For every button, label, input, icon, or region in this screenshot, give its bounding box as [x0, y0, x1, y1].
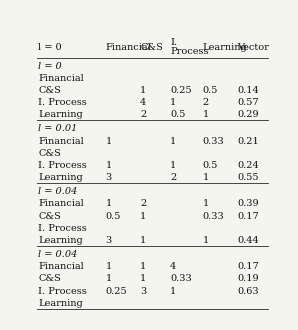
- Text: 0.24: 0.24: [237, 161, 259, 170]
- Text: 2: 2: [140, 111, 146, 119]
- Text: Financial: Financial: [38, 74, 84, 83]
- Text: Financial: Financial: [38, 199, 84, 209]
- Text: 0.33: 0.33: [202, 212, 224, 221]
- Text: 3: 3: [105, 236, 112, 245]
- Text: I. Process: I. Process: [38, 161, 87, 170]
- Text: 1: 1: [105, 262, 112, 271]
- Text: Process: Process: [170, 47, 209, 56]
- Text: Learning: Learning: [202, 43, 247, 52]
- Text: l = 0.01: l = 0.01: [38, 124, 78, 133]
- Text: Learning: Learning: [38, 111, 83, 119]
- Text: 3: 3: [105, 173, 112, 182]
- Text: 0.44: 0.44: [237, 236, 259, 245]
- Text: I. Process: I. Process: [38, 98, 87, 107]
- Text: C&S: C&S: [38, 212, 61, 221]
- Text: 1: 1: [170, 137, 176, 146]
- Text: 0.25: 0.25: [170, 86, 192, 95]
- Text: 1: 1: [105, 137, 112, 146]
- Text: 1: 1: [105, 199, 112, 209]
- Text: l = 0: l = 0: [38, 43, 62, 52]
- Text: 0.33: 0.33: [170, 275, 192, 283]
- Text: I. Process: I. Process: [38, 287, 87, 296]
- Text: 0.17: 0.17: [237, 212, 259, 221]
- Text: 0.39: 0.39: [237, 199, 259, 209]
- Text: Financial: Financial: [105, 43, 151, 52]
- Text: I.: I.: [170, 39, 177, 48]
- Text: 4: 4: [140, 98, 146, 107]
- Text: 0.21: 0.21: [237, 137, 259, 146]
- Text: Financial: Financial: [38, 262, 84, 271]
- Text: 0.17: 0.17: [237, 262, 259, 271]
- Text: 0.57: 0.57: [237, 98, 259, 107]
- Text: 0.33: 0.33: [202, 137, 224, 146]
- Text: 3: 3: [140, 287, 146, 296]
- Text: 1: 1: [105, 275, 112, 283]
- Text: 1: 1: [202, 173, 209, 182]
- Text: 1: 1: [202, 199, 209, 209]
- Text: 0.14: 0.14: [237, 86, 259, 95]
- Text: 1: 1: [140, 236, 146, 245]
- Text: Financial: Financial: [38, 137, 84, 146]
- Text: 0.5: 0.5: [202, 161, 218, 170]
- Text: 1: 1: [202, 236, 209, 245]
- Text: 2: 2: [140, 199, 146, 209]
- Text: 1: 1: [140, 86, 146, 95]
- Text: 1: 1: [140, 275, 146, 283]
- Text: C&S: C&S: [38, 275, 61, 283]
- Text: C&S: C&S: [38, 149, 61, 158]
- Text: 0.55: 0.55: [237, 173, 259, 182]
- Text: 1: 1: [140, 212, 146, 221]
- Text: 1: 1: [105, 161, 112, 170]
- Text: Learning: Learning: [38, 236, 83, 245]
- Text: l = 0.04: l = 0.04: [38, 187, 78, 196]
- Text: 1: 1: [170, 98, 176, 107]
- Text: 1: 1: [170, 161, 176, 170]
- Text: 0.63: 0.63: [237, 287, 259, 296]
- Text: 1: 1: [140, 262, 146, 271]
- Text: 0.19: 0.19: [237, 275, 259, 283]
- Text: l = 0.04: l = 0.04: [38, 250, 78, 259]
- Text: 0.5: 0.5: [105, 212, 121, 221]
- Text: Vector: Vector: [237, 43, 269, 52]
- Text: C&S: C&S: [140, 43, 163, 52]
- Text: C&S: C&S: [38, 86, 61, 95]
- Text: 0.25: 0.25: [105, 287, 127, 296]
- Text: 2: 2: [202, 98, 209, 107]
- Text: Learning: Learning: [38, 299, 83, 308]
- Text: 0.5: 0.5: [202, 86, 218, 95]
- Text: 2: 2: [170, 173, 176, 182]
- Text: I. Process: I. Process: [38, 224, 87, 233]
- Text: 1: 1: [202, 111, 209, 119]
- Text: 0.29: 0.29: [237, 111, 259, 119]
- Text: 0.5: 0.5: [170, 111, 185, 119]
- Text: l = 0: l = 0: [38, 62, 62, 71]
- Text: Learning: Learning: [38, 173, 83, 182]
- Text: 1: 1: [170, 287, 176, 296]
- Text: 4: 4: [170, 262, 176, 271]
